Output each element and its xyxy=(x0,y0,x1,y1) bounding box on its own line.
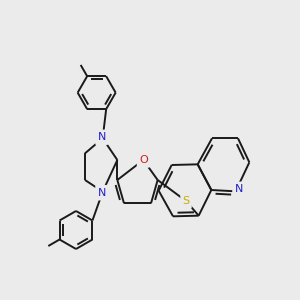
Text: O: O xyxy=(138,154,148,166)
Text: N: N xyxy=(235,184,243,194)
Text: N: N xyxy=(97,131,107,144)
Text: S: S xyxy=(182,196,190,206)
Text: N: N xyxy=(98,188,106,198)
Text: N: N xyxy=(233,183,244,196)
Text: N: N xyxy=(98,188,106,198)
Text: S: S xyxy=(182,196,190,206)
Text: O: O xyxy=(139,155,148,165)
Text: N: N xyxy=(97,186,107,199)
Text: N: N xyxy=(235,184,243,194)
Text: N: N xyxy=(98,132,106,142)
Text: N: N xyxy=(98,132,106,142)
Text: S: S xyxy=(182,194,190,208)
Text: O: O xyxy=(139,155,148,165)
